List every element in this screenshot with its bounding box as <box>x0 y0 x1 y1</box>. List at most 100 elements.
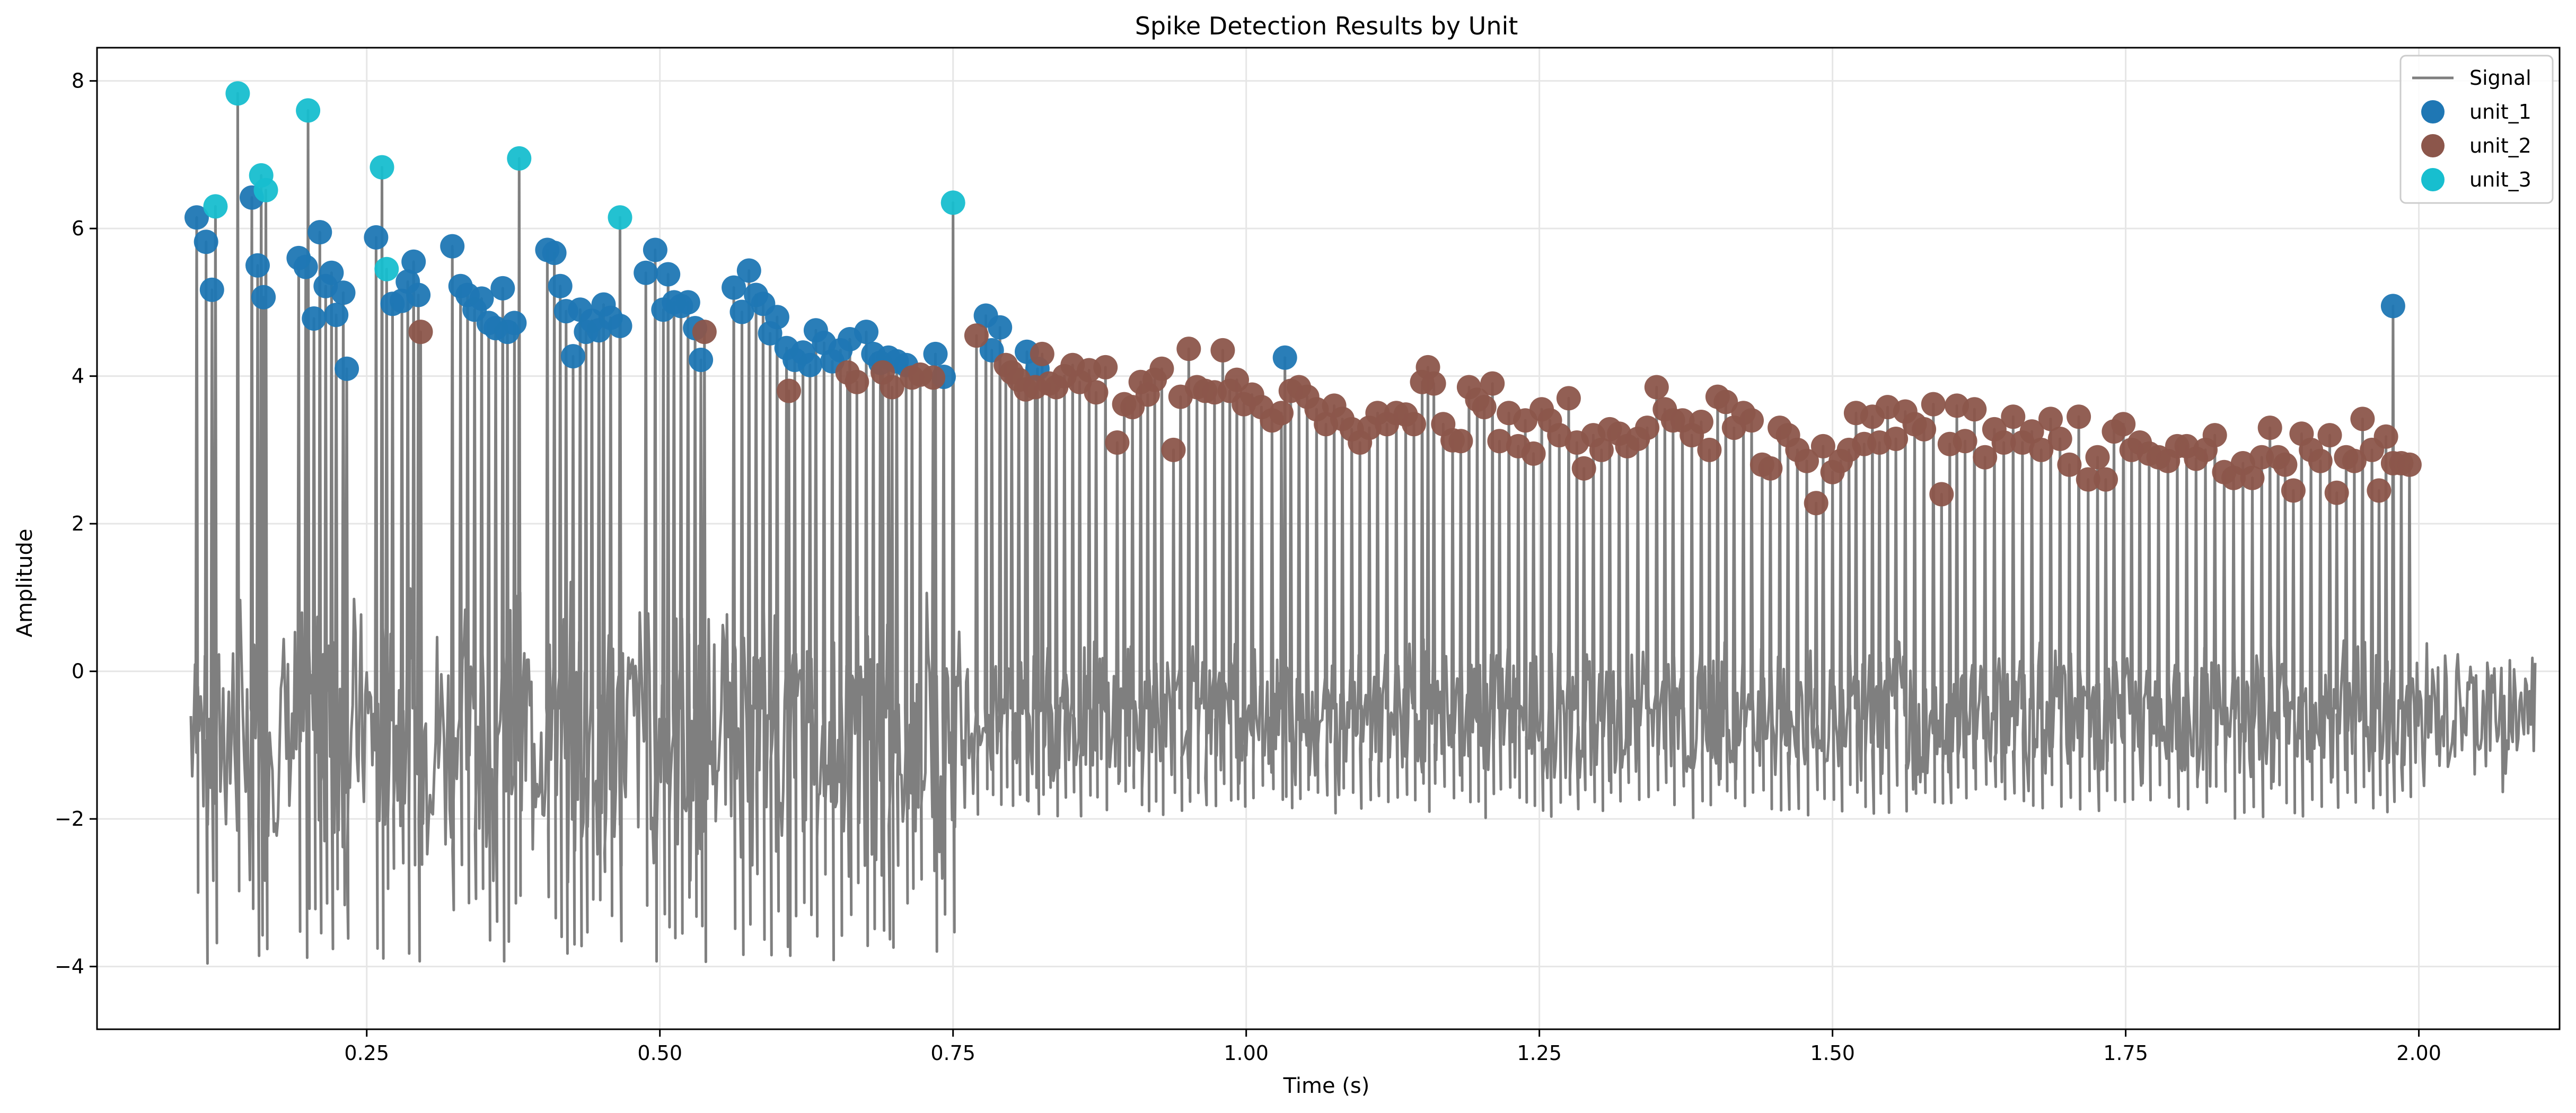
spike-point-unit_1 <box>656 262 681 287</box>
x-tick-label: 1.50 <box>1810 1041 1855 1065</box>
y-tick-label: 6 <box>72 217 84 240</box>
spike-point-unit_1 <box>764 305 789 330</box>
spike-point-unit_1 <box>184 205 209 230</box>
spike-point-unit_3 <box>608 205 632 230</box>
plot-frame <box>96 47 2561 1030</box>
spike-point-unit_1 <box>324 303 349 328</box>
spike-point-unit_2 <box>2001 404 2026 429</box>
spike-point-unit_2 <box>2257 416 2282 440</box>
spike-point-unit_2 <box>2202 423 2227 448</box>
spike-point-unit_2 <box>2111 412 2136 437</box>
y-tick-label: 2 <box>72 512 84 535</box>
spike-point-unit_2 <box>1556 386 1581 411</box>
y-tick-label: 4 <box>72 365 84 388</box>
spike-point-unit_1 <box>561 344 585 369</box>
spike-point-unit_2 <box>1635 416 1660 440</box>
spike-point-unit_2 <box>2057 452 2082 477</box>
signal-line <box>189 92 2537 965</box>
spike-point-unit_1 <box>335 356 359 381</box>
spike-point-unit_2 <box>1795 448 1819 473</box>
spike-point-unit_1 <box>406 282 431 307</box>
spike-point-unit_2 <box>2350 407 2375 431</box>
spike-point-unit_2 <box>1912 417 1937 441</box>
spike-point-unit_1 <box>643 237 667 262</box>
spike-point-unit_1 <box>440 234 465 259</box>
spike-point-unit_3 <box>507 146 532 171</box>
spike-point-unit_1 <box>548 273 573 298</box>
spike-point-unit_1 <box>608 314 632 338</box>
spike-point-unit_2 <box>2067 404 2091 429</box>
spike-point-unit_3 <box>296 98 321 123</box>
spike-point-unit_2 <box>2240 465 2265 490</box>
spike-point-unit_2 <box>1210 338 1235 363</box>
spike-point-unit_2 <box>1225 367 1249 392</box>
spike-point-unit_2 <box>2085 445 2110 470</box>
spike-point-unit_1 <box>302 306 327 331</box>
x-tick-label: 0.25 <box>344 1041 389 1065</box>
spike-point-unit_2 <box>1589 437 1614 462</box>
spike-markers <box>184 81 2422 516</box>
spike-point-unit_1 <box>364 225 389 250</box>
spike-point-unit_1 <box>245 253 270 278</box>
spike-point-unit_2 <box>921 365 946 390</box>
x-tick-label: 1.00 <box>1224 1041 1269 1065</box>
spike-point-unit_3 <box>374 257 399 281</box>
spike-point-unit_2 <box>2019 419 2044 444</box>
spike-point-unit_2 <box>1973 445 1998 470</box>
spike-point-unit_2 <box>1480 371 1505 396</box>
spike-point-unit_2 <box>1176 337 1201 361</box>
legend-marker-unit_3 <box>2421 168 2445 191</box>
spike-point-unit_2 <box>1713 390 1738 414</box>
chart-title: Spike Detection Results by Unit <box>1135 12 1518 40</box>
spike-point-unit_2 <box>2342 448 2367 473</box>
spike-point-unit_2 <box>408 320 433 344</box>
spike-point-unit_2 <box>1269 401 1294 426</box>
legend-label: unit_1 <box>2469 100 2531 123</box>
spike-point-unit_1 <box>988 315 1013 340</box>
x-axis-label: Time (s) <box>1283 1074 1370 1098</box>
spike-point-unit_2 <box>2308 448 2333 473</box>
spike-point-unit_2 <box>1929 482 1954 507</box>
spike-point-unit_2 <box>1921 392 1946 417</box>
spike-point-unit_3 <box>225 81 250 106</box>
spike-point-unit_1 <box>736 258 761 283</box>
spike-point-unit_1 <box>331 280 356 305</box>
y-tick-label: 0 <box>72 660 84 683</box>
spike-point-unit_2 <box>692 320 717 344</box>
spike-point-unit_2 <box>1105 430 1130 455</box>
spike-point-unit_2 <box>2281 478 2306 503</box>
x-tick-label: 1.25 <box>1517 1041 1562 1065</box>
spike-point-unit_2 <box>1991 430 2016 455</box>
spike-point-unit_2 <box>1472 395 1497 420</box>
spike-point-unit_2 <box>2367 478 2392 503</box>
spike-point-unit_3 <box>253 178 278 202</box>
legend-marker-unit_1 <box>2421 100 2445 123</box>
spike-point-unit_2 <box>1644 375 1669 400</box>
spike-point-unit_2 <box>1697 437 1722 462</box>
y-axis-label: Amplitude <box>13 529 37 638</box>
legend: Signal unit_1 unit_2 unit_3 <box>2399 55 2554 204</box>
spike-point-unit_2 <box>2029 437 2054 462</box>
spike-point-unit_2 <box>2094 467 2118 492</box>
spike-point-unit_1 <box>689 348 714 372</box>
spike-point-unit_2 <box>1093 355 1118 379</box>
spike-point-unit_2 <box>1739 408 1764 433</box>
y-axis-ticks: −4 −2 0 2 4 6 8 <box>55 69 97 978</box>
spike-point-unit_1 <box>729 299 754 324</box>
spike-point-unit_3 <box>940 190 965 215</box>
spike-point-unit_1 <box>1272 345 1297 370</box>
spike-point-unit_1 <box>490 276 515 301</box>
x-tick-label: 2.00 <box>2396 1041 2441 1065</box>
spike-point-unit_2 <box>1571 456 1596 481</box>
spike-point-unit_3 <box>203 194 228 219</box>
spike-point-unit_2 <box>1149 356 1174 381</box>
spike-point-unit_1 <box>502 311 527 335</box>
legend-marker-unit_2 <box>2421 134 2445 157</box>
legend-label: unit_3 <box>2469 168 2531 191</box>
x-axis-ticks: 0.25 0.50 0.75 1.00 1.25 1.50 1.75 2.00 <box>344 1029 2441 1065</box>
spike-point-unit_2 <box>1689 410 1713 434</box>
spike-point-unit_3 <box>370 155 394 180</box>
spike-point-unit_1 <box>293 254 318 279</box>
